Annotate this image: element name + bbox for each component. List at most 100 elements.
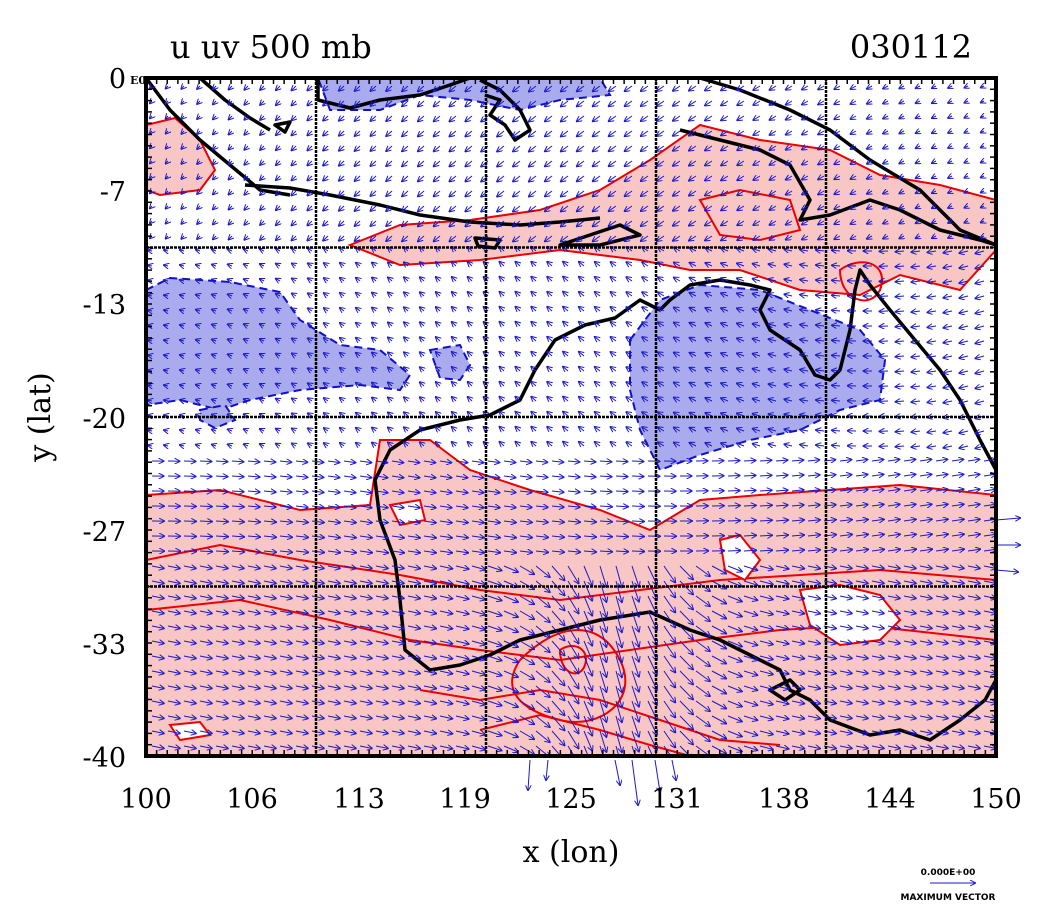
wind-vector <box>625 100 633 106</box>
wind-vector <box>292 101 296 105</box>
wind-vector <box>307 86 312 90</box>
wind-vector <box>883 101 888 104</box>
wind-vector <box>641 100 649 106</box>
wind-vector <box>434 145 441 151</box>
wind-vector <box>625 130 633 136</box>
wind-vector <box>770 146 777 150</box>
wind-vector <box>657 100 665 106</box>
wind-vector <box>932 191 936 193</box>
wind-vector <box>932 146 936 148</box>
wind-vector <box>867 221 872 224</box>
x-tick-label: 144 <box>864 784 916 815</box>
wind-vector <box>513 190 521 197</box>
wind-vector <box>434 205 441 211</box>
wind-vector <box>673 131 681 136</box>
wind-vector <box>371 86 377 91</box>
wind-vector <box>450 145 457 151</box>
wind-vector <box>832 265 841 266</box>
wind-vector <box>689 131 697 136</box>
wind-vector <box>577 160 585 166</box>
wind-vector <box>786 161 793 165</box>
wind-vector <box>981 131 984 133</box>
wind-vector <box>615 536 628 537</box>
wind-vector <box>276 221 280 225</box>
wind-vector <box>276 146 280 150</box>
wind-vector <box>593 205 601 211</box>
wind-vector <box>883 86 888 89</box>
wind-vector <box>418 115 425 121</box>
wind-vector <box>529 160 537 167</box>
wind-vector <box>166 191 168 194</box>
wind-vector <box>450 115 457 121</box>
wind-vector <box>545 130 553 136</box>
wind-vector <box>244 161 248 165</box>
wind-vector <box>932 206 936 208</box>
wind-vector <box>166 176 168 179</box>
wind-vector <box>834 86 841 89</box>
wind-vector <box>260 146 264 150</box>
wind-vector <box>181 206 184 209</box>
wind-vector <box>802 191 809 195</box>
wind-vector <box>355 176 360 181</box>
wind-vector <box>981 161 984 163</box>
wind-vector <box>450 100 457 106</box>
wind-vector <box>641 85 649 91</box>
wind-vector <box>981 101 984 103</box>
wind-vector <box>737 191 745 195</box>
wind-vector <box>386 191 393 196</box>
wind-vector <box>465 115 473 121</box>
wind-vector <box>818 176 825 179</box>
wind-vector <box>593 115 601 121</box>
wind-vector <box>215 536 228 537</box>
wind-vector <box>737 101 745 105</box>
wind-vector <box>625 145 633 151</box>
wind-vector <box>292 86 296 90</box>
wind-vector <box>867 161 872 164</box>
wind-vector <box>753 101 761 105</box>
wind-vector <box>339 206 344 211</box>
wind-vector <box>609 175 617 181</box>
y-axis-label: y (lat) <box>23 372 58 462</box>
wind-vector <box>689 206 697 211</box>
y-tick-label: -33 <box>83 630 126 661</box>
wind-vector <box>625 115 633 121</box>
wind-vector <box>705 176 713 181</box>
wind-vector <box>260 101 264 105</box>
wind-vector <box>899 146 904 148</box>
wind-vector <box>339 146 344 151</box>
wind-vector <box>593 145 601 151</box>
wind-vector <box>883 206 888 209</box>
y-tick-label: -13 <box>83 290 126 321</box>
wind-vector <box>737 221 745 225</box>
wind-vector <box>465 220 473 226</box>
wind-vector <box>609 100 617 106</box>
x-tick-label: 150 <box>970 784 1022 815</box>
wind-vector <box>371 206 377 211</box>
wind-vector <box>899 86 904 88</box>
wind-vector <box>721 221 729 225</box>
wind-vector <box>213 146 216 149</box>
coast-island-1 <box>273 120 292 134</box>
wind-vector <box>851 101 856 104</box>
wind-vector <box>355 86 360 91</box>
wind-vector <box>721 86 729 90</box>
wind-vector <box>307 191 312 195</box>
wind-vector <box>737 176 745 180</box>
wind-vector <box>292 161 296 165</box>
wind-vector <box>721 146 729 150</box>
wind-vector <box>802 131 809 135</box>
wind-vector <box>615 551 628 552</box>
wind-vector <box>851 116 856 119</box>
wind-vector <box>615 491 628 492</box>
wind-vector <box>529 190 537 197</box>
wind-vector <box>615 521 628 522</box>
wind-vector <box>386 221 393 226</box>
wind-vector <box>609 220 617 226</box>
wind-vector <box>276 176 280 180</box>
wind-vector <box>641 130 649 136</box>
wind-vector <box>307 206 312 210</box>
wind-vector <box>631 551 644 552</box>
wind-vector <box>657 145 665 151</box>
wind-vector <box>181 191 184 194</box>
wind-vector <box>818 86 825 89</box>
